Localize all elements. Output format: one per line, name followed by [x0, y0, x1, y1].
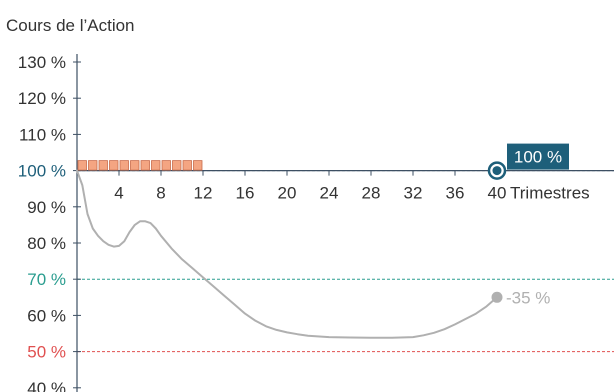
y-tick-label: 100 % — [18, 162, 66, 181]
x-tick-label: 16 — [236, 184, 255, 203]
x-tick-label: 36 — [446, 184, 465, 203]
observation-marker — [182, 160, 192, 171]
y-tick-label: 50 % — [27, 343, 66, 362]
observation-marker — [151, 160, 161, 171]
observation-marker — [98, 160, 108, 171]
x-axis-label: Trimestres — [510, 184, 590, 203]
series-line-0 — [76, 169, 498, 339]
observation-marker — [88, 160, 98, 171]
chart-title: Cours de l’Action — [6, 16, 135, 35]
observation-marker — [140, 160, 150, 171]
observation-marker — [77, 160, 87, 171]
x-tick-label: 4 — [114, 184, 123, 203]
x-tick-label: 32 — [404, 184, 423, 203]
y-tick-label: 120 % — [18, 89, 66, 108]
annotation-badge-bg — [507, 143, 569, 170]
y-tick-label: 60 % — [27, 306, 66, 325]
x-tick-label: 28 — [362, 184, 381, 203]
y-tick-label: 90 % — [27, 198, 66, 217]
y-tick-label: 80 % — [27, 234, 66, 253]
observation-marker — [172, 160, 182, 171]
annotation-marker — [491, 291, 503, 303]
x-tick-label: 24 — [320, 184, 339, 203]
observation-markers — [77, 160, 203, 171]
y-tick-label: 130 % — [18, 53, 66, 72]
annotation-label: 100 % — [514, 148, 562, 167]
observation-marker — [161, 160, 171, 171]
y-axis-ticks: 130 % 120 % 110 % 100 % 90 % 80 % 70 % 60 % 50 %… — [18, 53, 81, 392]
annotation-marker — [492, 166, 502, 176]
observation-marker — [119, 160, 129, 171]
x-tick-label: 8 — [156, 184, 165, 203]
x-tick-label: 20 — [278, 184, 297, 203]
annotation-label: -35 % — [506, 288, 550, 307]
observation-marker — [130, 160, 140, 171]
series-layer — [76, 169, 498, 339]
annotations: 100 % -35 % — [487, 143, 569, 307]
y-tick-label: 110 % — [19, 125, 66, 144]
y-tick-label: 70 % — [27, 270, 66, 289]
x-tick-label: 12 — [194, 184, 213, 203]
observation-marker — [193, 160, 203, 171]
y-tick-label: 40 % — [27, 379, 66, 392]
x-tick-label: 40 — [488, 184, 507, 203]
x-axis-ticks: 4 8 12 16 20 24 28 32 36 40 — [114, 170, 507, 203]
observation-marker — [109, 160, 119, 171]
